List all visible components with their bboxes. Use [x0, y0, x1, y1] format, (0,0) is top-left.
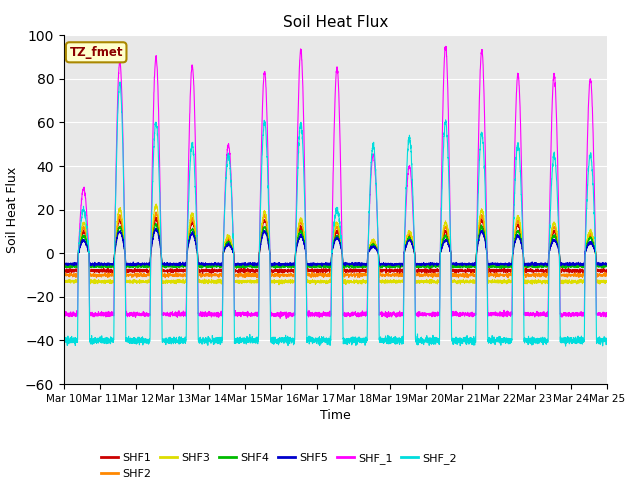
X-axis label: Time: Time — [320, 409, 351, 422]
Y-axis label: Soil Heat Flux: Soil Heat Flux — [6, 167, 19, 253]
Text: TZ_fmet: TZ_fmet — [69, 46, 123, 59]
Title: Soil Heat Flux: Soil Heat Flux — [283, 15, 388, 30]
Legend: SHF1, SHF2, SHF3, SHF4, SHF5, SHF_1, SHF_2: SHF1, SHF2, SHF3, SHF4, SHF5, SHF_1, SHF… — [97, 449, 461, 480]
